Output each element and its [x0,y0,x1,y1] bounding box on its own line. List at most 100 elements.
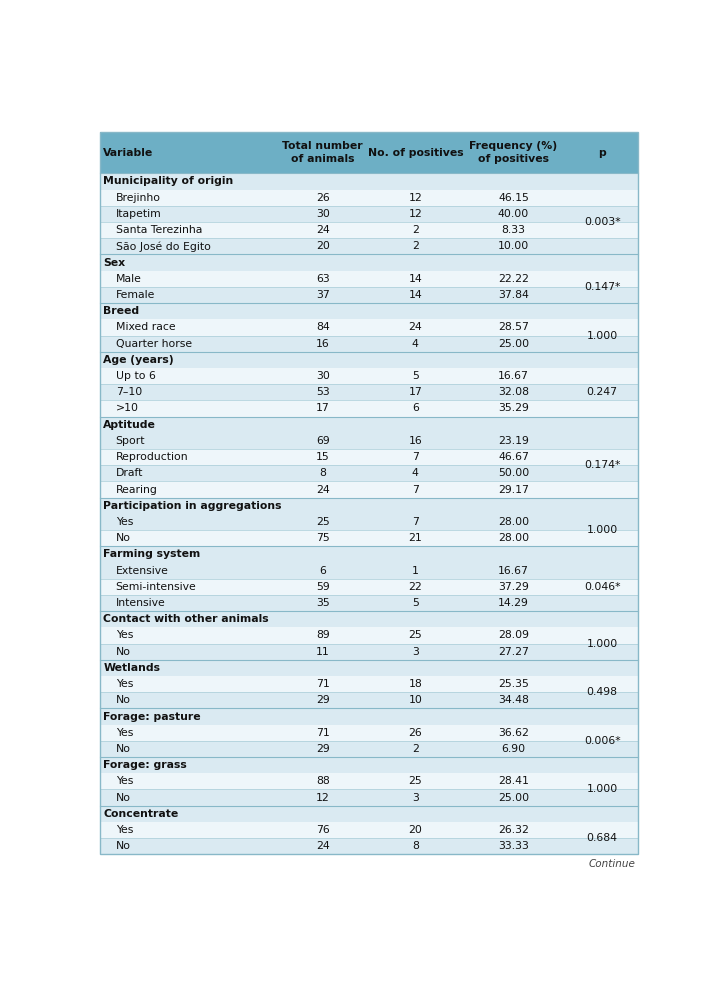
Text: 11: 11 [316,647,330,657]
Text: No: No [116,744,130,754]
Text: 22: 22 [408,582,422,592]
Bar [100,822,638,838]
Text: 5: 5 [412,598,419,608]
Text: 46.67: 46.67 [498,452,529,462]
Bar [100,270,638,287]
Bar [100,774,638,790]
Text: 20: 20 [316,241,330,251]
Text: 4: 4 [412,469,419,479]
Text: 14.29: 14.29 [498,598,529,608]
Text: 24: 24 [316,485,330,495]
Text: 3: 3 [412,647,419,657]
Text: 25: 25 [408,630,422,640]
Text: 27.27: 27.27 [498,647,529,657]
Text: 28.41: 28.41 [498,777,529,787]
Text: 29: 29 [316,744,330,754]
Text: 32.08: 32.08 [498,387,529,397]
Bar [100,530,638,546]
Text: Wetlands: Wetlands [104,663,161,673]
Text: 26: 26 [316,192,330,202]
Text: 0.247: 0.247 [587,387,618,397]
Text: Yes: Yes [116,679,133,689]
Bar [100,433,638,449]
Text: 1.000: 1.000 [587,525,618,535]
Text: 1.000: 1.000 [587,331,618,341]
Text: 34.48: 34.48 [498,695,529,705]
Text: Intensive: Intensive [116,598,166,608]
Text: 71: 71 [316,679,330,689]
Bar [100,466,638,482]
Text: Semi-intensive: Semi-intensive [116,582,197,592]
Bar [100,595,638,611]
Text: 7: 7 [412,452,419,462]
Bar [100,709,638,725]
Bar [100,368,638,384]
Text: 76: 76 [316,825,330,835]
Bar [100,643,638,660]
Text: 14: 14 [408,274,422,284]
Text: 25: 25 [408,777,422,787]
Text: Santa Terezinha: Santa Terezinha [116,225,202,235]
Text: 25: 25 [316,517,330,527]
Text: 7: 7 [412,485,419,495]
Text: 75: 75 [316,533,330,543]
Text: São José do Egito: São José do Egito [116,241,210,251]
Text: 37: 37 [316,290,330,300]
Bar [100,449,638,466]
Bar [100,806,638,822]
Text: 6: 6 [319,565,326,575]
Text: 14: 14 [408,290,422,300]
Text: >10: >10 [116,404,139,414]
Bar [100,757,638,774]
Text: Yes: Yes [116,630,133,640]
Text: 59: 59 [316,582,330,592]
Text: 46.15: 46.15 [498,192,529,202]
Bar [100,725,638,741]
Text: No: No [116,695,130,705]
Text: Municipality of origin: Municipality of origin [104,176,234,186]
Text: 17: 17 [316,404,330,414]
Text: 37.29: 37.29 [498,582,529,592]
Bar [100,222,638,238]
Text: Yes: Yes [116,825,133,835]
Text: No: No [116,647,130,657]
Text: 4: 4 [412,339,419,349]
Text: 2: 2 [412,241,419,251]
Bar [100,319,638,336]
Text: 36.62: 36.62 [498,728,529,738]
Bar [100,546,638,562]
Text: 3: 3 [412,793,419,803]
Text: 53: 53 [316,387,330,397]
Bar [100,205,638,222]
Text: 88: 88 [316,777,330,787]
Text: 25.35: 25.35 [498,679,529,689]
Text: 0.147*: 0.147* [584,282,621,292]
Text: 20: 20 [408,825,422,835]
Text: Itapetim: Itapetim [116,209,161,219]
Text: 69: 69 [316,436,330,446]
Text: 50.00: 50.00 [498,469,529,479]
Text: No. of positives: No. of positives [367,148,463,158]
Text: 25.00: 25.00 [498,339,529,349]
Text: 35: 35 [316,598,330,608]
Text: 8: 8 [319,469,326,479]
Text: 16: 16 [408,436,422,446]
Text: 17: 17 [408,387,422,397]
Text: 0.003*: 0.003* [584,217,621,227]
Text: No: No [116,533,130,543]
Bar [100,352,638,368]
Text: Farming system: Farming system [104,549,201,559]
Bar [100,627,638,643]
Text: Breed: Breed [104,306,140,316]
Text: 35.29: 35.29 [498,404,529,414]
Text: Yes: Yes [116,517,133,527]
Bar [100,741,638,757]
Text: Quarter horse: Quarter horse [116,339,192,349]
Bar [100,336,638,352]
Text: 1.000: 1.000 [587,638,618,649]
Text: 7–10: 7–10 [116,387,142,397]
Text: 71: 71 [316,728,330,738]
Text: Male: Male [116,274,142,284]
Text: 28.00: 28.00 [498,533,529,543]
Bar [100,660,638,676]
